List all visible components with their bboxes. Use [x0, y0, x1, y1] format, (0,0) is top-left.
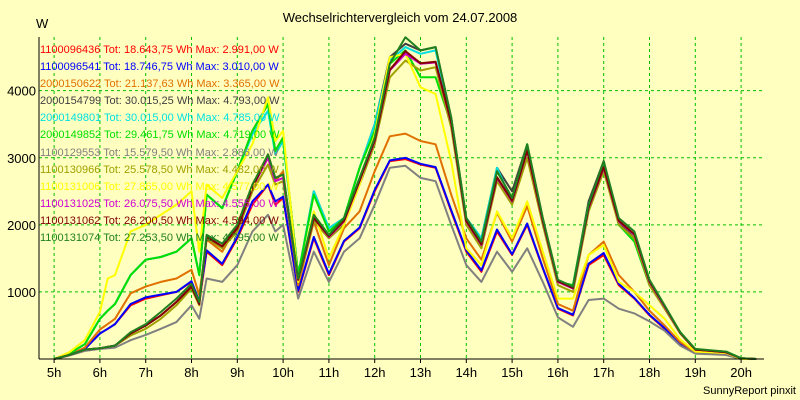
- series-line-2: [53, 156, 757, 360]
- y-tick-label: 1000: [7, 285, 36, 300]
- legend-entry-6: 2000149852 Tot: 29.461,75 Wh Max: 4.719,…: [40, 129, 280, 142]
- x-tick-label: 10h: [272, 365, 294, 380]
- axes: 5h 6h 7h 8h 9h 10h 11h 12h 13h 14h 15h 16h 17h 18h 19h…: [7, 37, 764, 380]
- series-line-9: [53, 52, 757, 360]
- series-line-12: [53, 36, 757, 360]
- legend-entry-2: 1100096541 Tot: 18.746,75 Wh Max: 3.010,…: [40, 61, 279, 74]
- legend-entry-5: 2000149801 Tot: 30.015,00 Wh Max: 4.785,…: [40, 112, 280, 125]
- legend: 1100096436 Tot: 18.643,75 Wh Max: 2.991,…: [40, 42, 280, 247]
- footer-credit: SunnyReport pinxit: [703, 385, 796, 397]
- legend-entry-3: 2000150622 Tot: 21.137,63 Wh Max: 3.365,…: [40, 78, 280, 91]
- x-tick-label: 12h: [364, 365, 386, 380]
- x-tick-label: 9h: [230, 365, 244, 380]
- legend-entry-1: 1100096436 Tot: 18.643,75 Wh Max: 2.991,…: [40, 44, 279, 56]
- y-tick-label: 3000: [7, 151, 36, 166]
- legend-entry-7: 1100129553 Tot: 15.579,50 Wh Max: 2.886,…: [40, 146, 279, 159]
- x-tick-label: 13h: [410, 365, 432, 380]
- legend-entry-8: 1100130966 Tot: 25.578,50 Wh Max: 4.482,…: [40, 163, 279, 176]
- x-tick-label: 20h: [730, 365, 752, 380]
- legend-entry-12: 1100131074 Tot: 27.253,50 Wh Max: 4.795,…: [40, 232, 279, 245]
- legend-entry-9: 1100131006 Tot: 27.865,00 Wh Max: 4.577,…: [40, 180, 279, 193]
- y-tick-label: 4000: [7, 84, 36, 99]
- x-tick-label: 6h: [93, 365, 107, 380]
- x-tick-label: 19h: [684, 365, 706, 380]
- x-tick-label: 7h: [138, 365, 152, 380]
- x-tick-label: 17h: [593, 365, 615, 380]
- legend-entry-11: 1100131062 Tot: 26.200,50 Wh Max: 4.594,…: [40, 214, 279, 227]
- legend-entry-10: 1100131025 Tot: 26.075,50 Wh Max: 4.555,…: [40, 197, 279, 210]
- x-tick-label: 5h: [47, 365, 61, 380]
- x-tick-label: 14h: [455, 365, 477, 380]
- series-line-8: [53, 59, 757, 360]
- x-tick-label: 18h: [639, 365, 661, 380]
- x-tick-label: 16h: [547, 365, 569, 380]
- legend-entry-4: 2000154799 Tot: 30.015,25 Wh Max: 4.793,…: [40, 95, 280, 108]
- y-axis-unit: W: [36, 16, 49, 31]
- y-tick-label: 2000: [7, 218, 36, 233]
- series-layer: [53, 36, 757, 360]
- series-line-7: [53, 164, 757, 360]
- chart-title: Wechselrichtervergleich vom 24.07.2008: [282, 10, 518, 25]
- x-tick-label: 15h: [501, 365, 523, 380]
- x-tick-label: 8h: [184, 365, 198, 380]
- x-tick-label: 11h: [319, 365, 340, 380]
